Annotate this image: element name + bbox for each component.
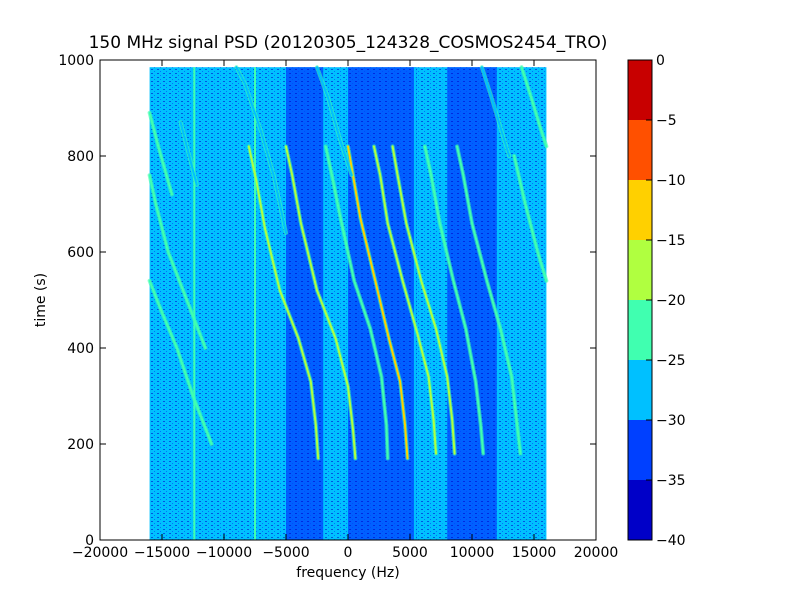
- colorbar-tick-label: −25: [656, 353, 686, 369]
- x-tick-label: 0: [344, 545, 353, 561]
- x-tick-label: −20000: [72, 545, 128, 561]
- x-tick-label: 20000: [574, 545, 619, 561]
- y-tick-label: 0: [85, 533, 94, 549]
- colorbar-tick-label: −10: [656, 173, 686, 189]
- colorbar-tick-label: −40: [656, 533, 686, 549]
- y-tick-label: 1000: [58, 53, 94, 69]
- colorbar: −40 −35 −30 −25 −20 −15 −10 −5 0: [627, 53, 686, 549]
- signal-trace: [148, 111, 173, 196]
- signal-trace: [235, 66, 287, 234]
- colorbar-segment: [628, 480, 652, 540]
- colorbar-tick-label: −5: [656, 113, 677, 129]
- x-tick-label: −5000: [262, 545, 309, 561]
- signal-trace: [423, 145, 485, 455]
- signal-trace: [347, 145, 409, 460]
- signal-trace: [247, 145, 320, 460]
- colorbar-tick-label: −20: [656, 293, 686, 309]
- colorbar-segment: [628, 300, 652, 360]
- colorbar-segment: [628, 180, 652, 240]
- signal-trace: [324, 145, 389, 460]
- signal-trace: [148, 174, 207, 349]
- x-tick-label: 5000: [392, 545, 428, 561]
- signal-trace: [520, 66, 548, 148]
- signal-trace: [456, 145, 522, 455]
- y-tick-label: 800: [67, 149, 94, 165]
- colorbar-segment: [628, 120, 652, 180]
- x-tick-label: 15000: [512, 545, 557, 561]
- signal-trace: [373, 145, 437, 455]
- colorbar-segment: [628, 60, 652, 120]
- colorbar-tick-label: −15: [656, 233, 686, 249]
- signal-trace: [148, 279, 213, 445]
- heatmap-noise-texture: [149, 67, 547, 540]
- signal-trace: [480, 66, 511, 157]
- colorbar-tick-label: −30: [656, 413, 686, 429]
- colorbar-segment: [628, 360, 652, 420]
- y-axis: 0 200 400 600 800 1000: [58, 53, 596, 549]
- y-tick-label: 600: [67, 245, 94, 261]
- signal-trace: [285, 145, 357, 460]
- x-tick-label: 10000: [450, 545, 495, 561]
- colorbar-segment: [628, 240, 652, 300]
- colorbar-tick-label: −35: [656, 473, 686, 489]
- signal-trace: [316, 66, 353, 177]
- colorbar-tick-label: 0: [656, 53, 665, 69]
- x-tick-label: −15000: [134, 545, 190, 561]
- colorbar-segment: [628, 420, 652, 480]
- signal-trace: [179, 121, 198, 186]
- signal-trace: [513, 155, 548, 282]
- y-tick-label: 200: [67, 437, 94, 453]
- y-axis-label: time (s): [33, 273, 49, 327]
- y-tick-label: 400: [67, 341, 94, 357]
- signal-trace: [391, 145, 456, 455]
- spectrogram-image: [147, 65, 549, 540]
- x-tick-label: −10000: [196, 545, 252, 561]
- x-axis-label: frequency (Hz): [296, 565, 399, 581]
- x-axis: −20000 −15000 −10000 −5000 0 5000 10000 15000 20…: [72, 60, 618, 561]
- chart-title: 150 MHz signal PSD (20120305_124328_COSM…: [89, 33, 608, 53]
